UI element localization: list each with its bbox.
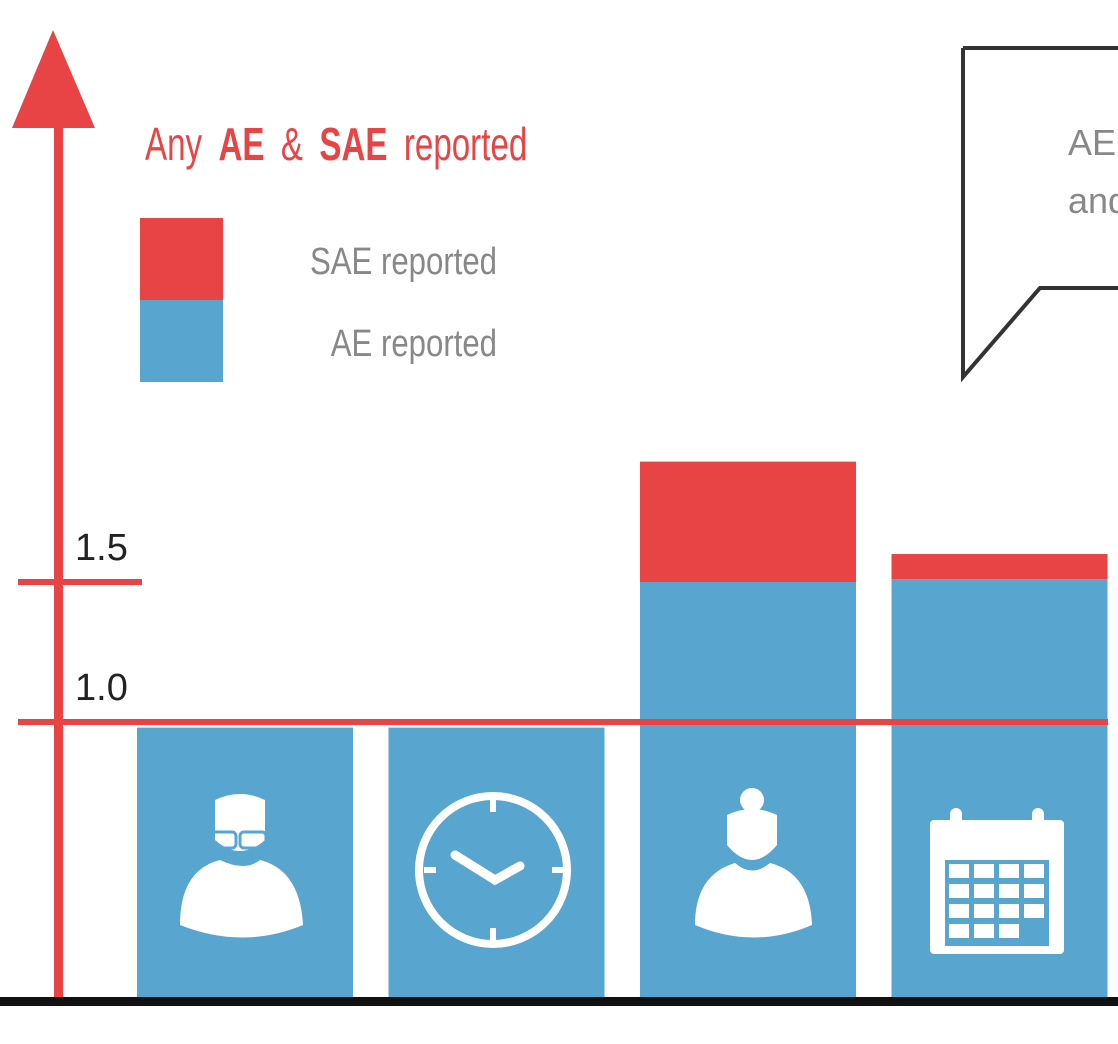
icon-calendar <box>930 808 1064 954</box>
legend-swatch <box>140 300 223 382</box>
legend-swatch <box>140 218 223 300</box>
icon-man <box>180 794 303 938</box>
icons <box>180 788 1064 954</box>
icon-clock <box>415 792 571 948</box>
title-part: AE <box>218 120 264 170</box>
y-axis <box>54 110 63 1000</box>
callout-text: AE <box>1068 122 1116 163</box>
bar-segment <box>891 554 1108 580</box>
legend-label: AE reported <box>331 323 497 365</box>
bars <box>137 461 1108 1002</box>
legend-label: SAE reported <box>310 241 497 283</box>
callout-text: and <box>1068 180 1118 221</box>
chart-title: Any AE & SAE reported <box>145 120 527 170</box>
y-tick-label: 1.5 <box>75 527 128 569</box>
legend: SAE reported AE reported <box>140 218 497 382</box>
bar-segment <box>137 727 353 1002</box>
title-part: Any <box>145 120 202 170</box>
title-part: SAE <box>319 120 387 170</box>
y-axis-arrow <box>12 30 95 128</box>
y-tick-label: 1.0 <box>75 667 128 709</box>
bar-segment <box>640 461 856 582</box>
icon-woman <box>695 788 812 938</box>
axis: 1.0 1.5 <box>12 30 1108 1000</box>
title-part: reported <box>404 120 527 170</box>
callout-box <box>961 46 1118 383</box>
title-part: & <box>281 120 303 170</box>
baseline <box>0 997 1118 1006</box>
